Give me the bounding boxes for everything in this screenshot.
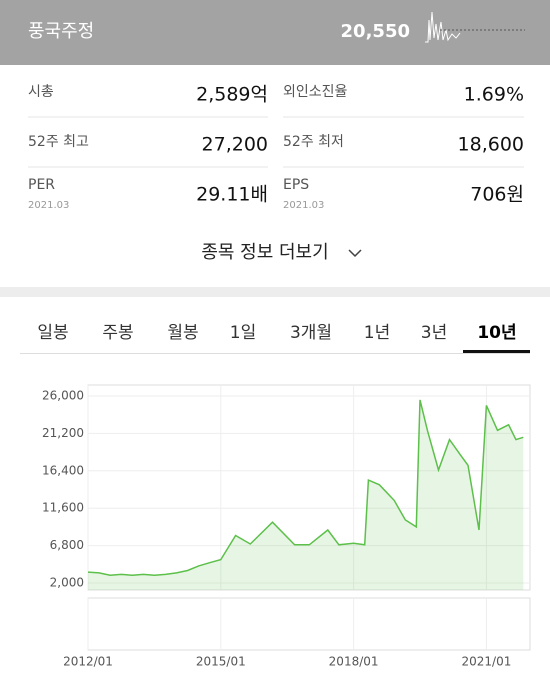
tab[interactable]: 월봉 [167, 323, 198, 343]
stat-sublabel: 2021.03 [28, 200, 69, 211]
stat-value: 18,600 [458, 134, 524, 156]
sparkline [425, 11, 461, 43]
tab[interactable]: 10년 [477, 323, 516, 343]
x-tick-label: 2018/01 [329, 655, 379, 669]
stat-label: 52주 최고 [28, 134, 89, 150]
y-tick-label: 26,000 [42, 389, 84, 403]
volume-frame [87, 597, 531, 651]
tab[interactable]: 주봉 [102, 323, 133, 343]
stock-name: 풍국주정 [28, 21, 94, 42]
stat-label: EPS [283, 177, 309, 193]
tab-indicator [463, 350, 530, 353]
tabs: 일봉 주봉 월봉 1일 3개월 1년 3년 10년 [37, 323, 530, 353]
stat-value: 27,200 [202, 134, 268, 156]
stats: 시총 2,589억 외인소진율 1.69% 52주 최고 27,200 52주 최저 18,6… [28, 84, 524, 211]
chevron [348, 249, 362, 258]
x-tick-label: 2021/01 [461, 655, 511, 669]
y-tick-label: 16,400 [42, 463, 84, 477]
divider [0, 287, 550, 297]
area-fill [88, 399, 524, 590]
x-tick-label: 2012/01 [63, 655, 113, 669]
y-tick-label: 6,800 [50, 538, 84, 552]
stat-label: PER [28, 177, 55, 193]
y-tick-label: 21,200 [42, 426, 84, 440]
stat-label: 52주 최저 [283, 134, 344, 150]
stat-value: 29.11배 [196, 184, 268, 206]
tab[interactable]: 1년 [364, 323, 390, 343]
tab[interactable]: 3년 [421, 323, 447, 343]
tab[interactable]: 1일 [230, 323, 256, 343]
y-tick-label: 11,600 [42, 501, 84, 515]
stat-label: 시총 [28, 84, 54, 100]
tab[interactable]: 3개월 [290, 323, 332, 343]
chart: 2,000 6,800 11,600 16,400 21,200 26,000 2012/0… [42, 385, 530, 669]
stat-value: 2,589억 [196, 84, 268, 106]
stat-label: 외인소진율 [283, 84, 348, 100]
tab[interactable]: 일봉 [37, 323, 68, 343]
header-bar [0, 0, 550, 65]
stat-value: 706원 [470, 184, 524, 206]
more-button[interactable]: 종목 정보 더보기 [201, 242, 362, 263]
y-tick-label: 2,000 [50, 576, 84, 590]
stock-price: 20,550 [341, 21, 410, 42]
stat-sublabel: 2021.03 [283, 200, 324, 211]
price-line [87, 399, 524, 576]
more-label[interactable]: 종목 정보 더보기 [201, 242, 328, 263]
x-tick-label: 2015/01 [196, 655, 246, 669]
stat-value: 1.69% [464, 84, 524, 106]
